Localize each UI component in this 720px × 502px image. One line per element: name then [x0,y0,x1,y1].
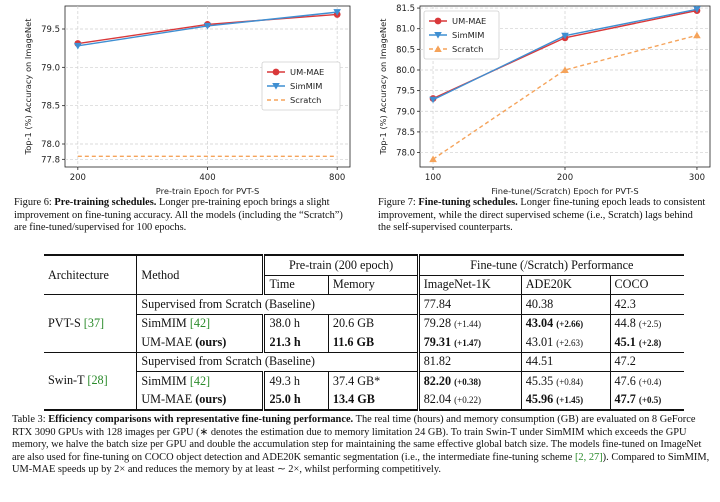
x-tick-label: 800 [329,173,345,183]
x-tick-label: 200 [70,173,86,183]
x-tick-label: 300 [689,173,705,183]
data-point [434,32,442,39]
figure7-caption: Figure 7: Fine-tuning schedules. Longer … [378,197,706,234]
data-point [272,68,280,76]
data-point [693,6,701,13]
table-row: Swin-T [28] Supervised from Scratch (Bas… [44,352,684,411]
header-memory: Memory [327,274,419,295]
legend-label: UM-MAE [290,67,324,77]
x-tick-label: 200 [557,173,573,183]
table3-caption: Table 3: Efficiency comparisons with rep… [12,414,710,476]
chart-pretrain-epochs: 77.8 78.0 78.5 79.0 79.5 200 400 800 Pre-train E… [23,5,351,196]
y-tick-label: 80.5 [396,45,415,55]
figure6-text: Longer pre-training epoch brings a sligh… [14,197,343,234]
y-tick-label: 78.0 [41,140,60,150]
y-tick-label: 81.0 [396,25,415,35]
arch-pvt: PVT-S [37] [44,294,137,353]
figure7-title: Fine-tuning schedules. [418,197,518,208]
legend [261,61,341,111]
y-tick-label: 77.8 [41,155,60,165]
y-tick-label: 79.0 [41,63,60,73]
legend [423,10,500,60]
data-point [333,9,341,16]
arch-swin: Swin-T [28] [44,352,137,411]
legend-label: UM-MAE [452,16,486,26]
y-tick-label: 79.5 [396,87,415,97]
legend-label: Scratch [290,95,321,105]
legend-label: SimMIM [290,81,322,91]
legend-label: SimMIM [452,30,484,40]
y-tick-label: 81.5 [396,4,415,14]
y-tick-label: 79.0 [396,107,415,117]
header-ade20k: ADE20K [520,274,611,295]
y-tick-label: 78.0 [396,149,415,159]
y-tick-label: 80.0 [396,66,415,76]
y-tick-label: 79.5 [41,25,60,35]
figure7-text: Longer fine-tuning epoch leads to consis… [378,197,706,234]
data-point [429,96,437,104]
chart-finetune-epochs: 78.0 78.5 79.0 79.5 80.0 80.5 81.0 81.5 100 200 30… [378,4,711,196]
y-tick-label: 78.5 [41,102,60,112]
header-time: Time [262,274,329,295]
y-axis-label: Top-1 (%) Accuracy on ImageNet [23,18,33,156]
header-finetune: Fine-tune (/Scratch) Performance [416,255,684,275]
data-point [561,32,569,40]
header-architecture: Architecture [44,255,137,295]
figure6-title: Pre-training schedules. [54,197,157,208]
data-point [693,31,701,39]
table-row: UM-MAE (ours) 21.3 h 11.6 GB 79.31 (+1.4… [44,333,684,352]
x-axis-label: Pre-train Epoch for PVT-S [156,186,259,196]
data-point [434,45,442,52]
table-row: SimMIM [42] 49.3 h 37.4 GB* 82.20 (+0.38… [44,371,684,391]
table3-title: Efficiency comparisons with representati… [48,414,354,425]
data-point [272,83,280,90]
data-point [74,42,82,50]
header-pretrain: Pre-train (200 epoch) [262,255,419,275]
legend-label: Scratch [452,44,483,54]
table-row: UM-MAE (ours) 25.0 h 13.4 GB 82.04 (+0.2… [44,390,684,410]
x-axis-label: Fine-tune(/Scratch) Epoch for PVT-S [491,186,638,196]
figure6-caption: Figure 6: Pre-training schedules. Longer… [14,197,343,234]
y-tick-label: 78.5 [396,128,415,138]
data-point [561,66,569,73]
y-axis-label: Top-1 (%) Accuracy on ImageNet [378,18,388,156]
table-row: PVT-S [37] Supervised from Scratch (Base… [44,294,684,353]
table-row: SimMIM [42] 38.0 h 20.6 GB 79.28 (+1.44)… [44,314,684,333]
data-point [434,17,442,25]
x-tick-label: 100 [425,173,441,183]
header-coco: COCO [609,274,684,295]
header-method: Method [136,255,264,295]
x-tick-label: 400 [199,173,215,183]
efficiency-table: Architecture Method Pre-train (200 epoch… [44,254,684,411]
header-imagenet: ImageNet-1K [416,274,522,295]
data-point [429,155,437,163]
data-point [203,22,212,30]
